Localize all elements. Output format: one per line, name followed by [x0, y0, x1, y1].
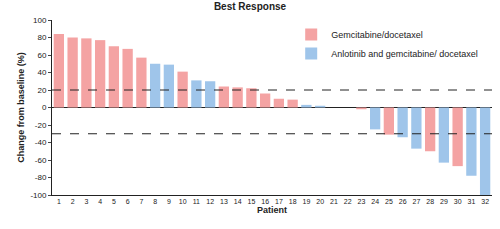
svg-text:3: 3 [84, 198, 88, 205]
svg-text:4: 4 [98, 198, 102, 205]
svg-text:20: 20 [316, 198, 324, 205]
svg-text:80: 80 [37, 33, 46, 42]
svg-text:7: 7 [139, 198, 143, 205]
svg-text:32: 32 [481, 198, 489, 205]
svg-text:11: 11 [193, 198, 200, 205]
svg-text:0: 0 [42, 103, 47, 112]
svg-text:23: 23 [357, 198, 365, 205]
svg-text:5: 5 [112, 198, 116, 205]
svg-text:24: 24 [371, 198, 379, 205]
svg-text:Patient: Patient [257, 205, 287, 215]
svg-text:40: 40 [37, 68, 46, 77]
svg-text:6: 6 [126, 198, 130, 205]
svg-text:16: 16 [261, 198, 269, 205]
svg-text:Gemcitabine/docetaxel: Gemcitabine/docetaxel [331, 30, 423, 40]
svg-text:8: 8 [153, 198, 157, 205]
svg-text:15: 15 [247, 198, 255, 205]
svg-text:Best Response: Best Response [214, 1, 287, 12]
svg-text:-40: -40 [35, 138, 47, 147]
svg-text:Change from baseline (%): Change from baseline (%) [16, 52, 26, 163]
svg-text:27: 27 [412, 198, 420, 205]
svg-text:100: 100 [33, 16, 47, 25]
svg-text:25: 25 [385, 198, 393, 205]
svg-text:29: 29 [440, 198, 448, 205]
svg-text:Anlotinib and gemcitabine/ doc: Anlotinib and gemcitabine/ docetaxel [331, 49, 478, 59]
svg-text:13: 13 [220, 198, 228, 205]
svg-text:31: 31 [467, 198, 475, 205]
svg-text:19: 19 [302, 198, 310, 205]
svg-text:60: 60 [37, 51, 46, 60]
svg-text:20: 20 [37, 86, 46, 95]
svg-text:-20: -20 [35, 121, 47, 130]
svg-text:17: 17 [275, 198, 283, 205]
svg-text:-100: -100 [30, 191, 47, 200]
svg-text:12: 12 [206, 198, 214, 205]
svg-text:14: 14 [234, 198, 242, 205]
svg-text:21: 21 [330, 198, 338, 205]
svg-text:18: 18 [289, 198, 297, 205]
svg-text:1: 1 [57, 198, 61, 205]
svg-text:10: 10 [179, 198, 187, 205]
svg-text:26: 26 [399, 198, 407, 205]
svg-text:22: 22 [344, 198, 352, 205]
svg-text:-60: -60 [35, 156, 47, 165]
svg-text:9: 9 [167, 198, 171, 205]
svg-text:2: 2 [71, 198, 75, 205]
svg-text:28: 28 [426, 198, 434, 205]
svg-text:-80: -80 [35, 173, 47, 182]
svg-text:30: 30 [454, 198, 462, 205]
